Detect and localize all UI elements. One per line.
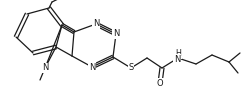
Text: N: N xyxy=(113,30,119,38)
Text: N: N xyxy=(174,55,180,64)
Text: S: S xyxy=(128,64,134,72)
Text: N: N xyxy=(93,20,99,28)
Text: H: H xyxy=(175,49,181,58)
Text: O: O xyxy=(157,79,163,87)
Text: N: N xyxy=(42,64,48,72)
Text: N: N xyxy=(89,63,95,72)
